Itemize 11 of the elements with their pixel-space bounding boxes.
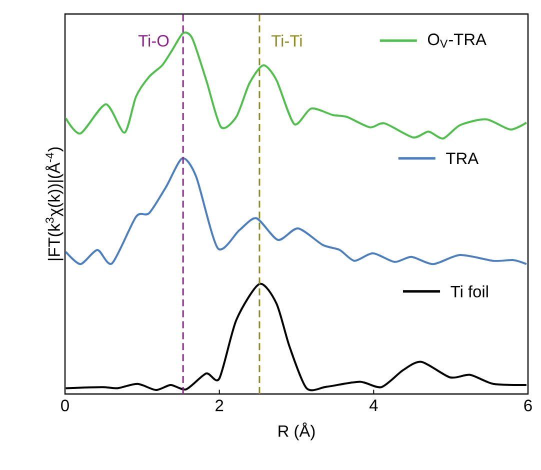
x-tick-label: 0: [61, 400, 69, 412]
y-axis-title: |FT(k$^{3}$χ(k))|(Å$^{-4}$): [45, 147, 64, 260]
x-axis-title: R (Å): [278, 422, 315, 440]
legend-label: Ti foil: [450, 285, 488, 298]
x-tick-label: 4: [369, 400, 378, 411]
ref-line-label: Ti-O: [138, 34, 169, 47]
legend-label: O$_{V}$-TRA: [428, 34, 486, 48]
x-tick-label: 2: [216, 400, 224, 412]
legend-label: TRA: [446, 152, 479, 164]
x-tick-label: 6: [524, 400, 532, 412]
ref-line-label: Ti-Ti: [271, 34, 302, 47]
